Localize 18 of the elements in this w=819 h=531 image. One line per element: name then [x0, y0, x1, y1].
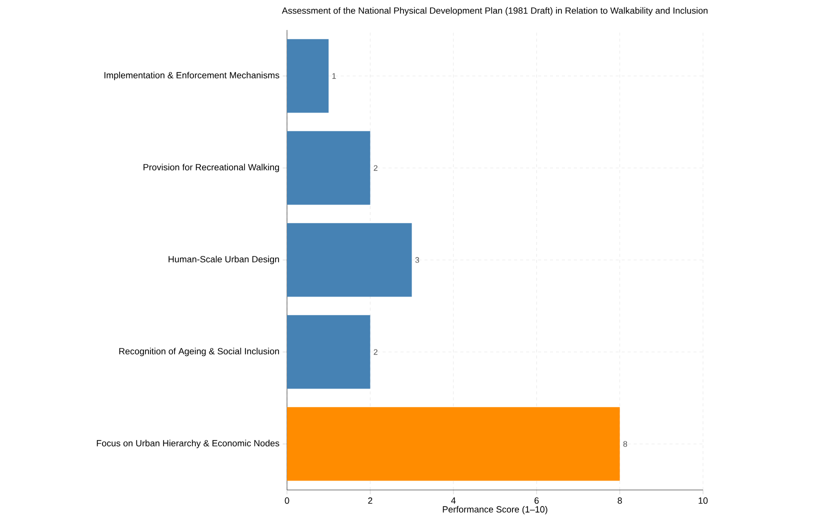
bar	[287, 407, 620, 481]
y-tick-label: Human-Scale Urban Design	[168, 256, 279, 264]
bar	[287, 131, 370, 205]
y-tick-label: Implementation & Enforcement Mechanisms	[104, 72, 280, 80]
x-tick-label: 8	[618, 497, 622, 504]
x-axis-title: Performance Score (1–10)	[442, 506, 548, 514]
y-tick-label: Focus on Urban Hierarchy & Economic Nodes	[96, 440, 280, 448]
y-tick-label: Provision for Recreational Walking	[144, 164, 279, 172]
x-tick-label: 0	[284, 497, 290, 504]
bar	[287, 223, 412, 297]
x-tick-label: 10	[698, 497, 708, 504]
bar	[287, 39, 329, 113]
chart-title: Assessment of the National Physical Development Plan (1981 Draft) in Relation to Walkability and Inclusion	[282, 7, 708, 16]
x-tick-label: 4	[451, 497, 456, 504]
bar	[287, 315, 370, 389]
y-tick-label: Recognition of Ageing & Social Inclusion	[119, 348, 279, 356]
x-tick-label: 6	[534, 497, 539, 504]
x-tick-label: 2	[368, 497, 372, 504]
